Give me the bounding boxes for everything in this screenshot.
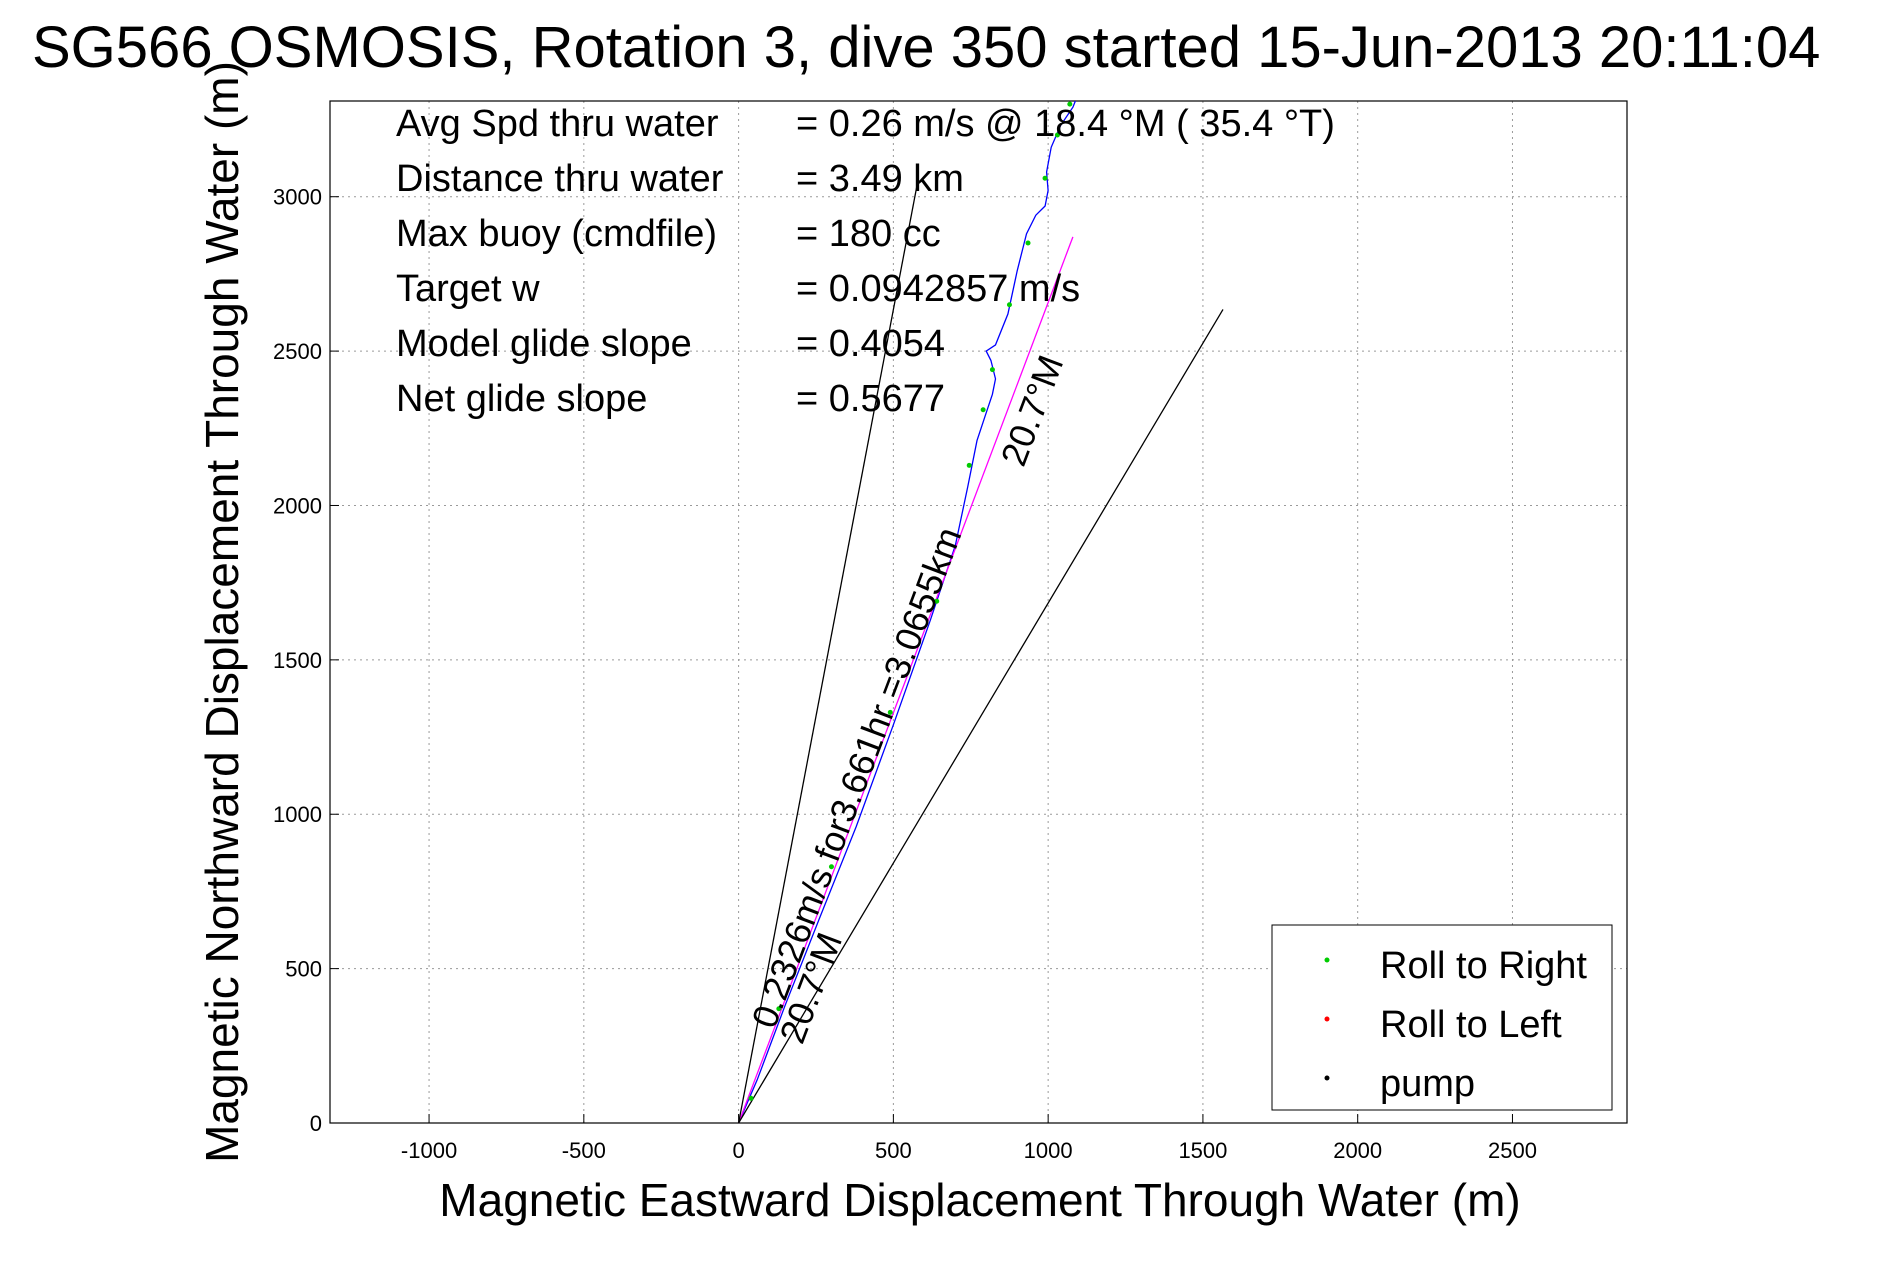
grid [330,101,1627,1124]
x-tick-label: -1000 [401,1138,457,1163]
y-tick-label: 1500 [273,648,322,673]
info-value: = 3.49 km [796,158,964,200]
legend-label: Roll to Left [1380,1004,1562,1046]
y-tick-label: 0 [310,1111,322,1136]
x-tick-label: 500 [875,1138,912,1163]
data-point-roll-to-right [934,598,940,604]
x-tick-label: 1000 [1024,1138,1073,1163]
info-label: Net glide slope [396,378,647,420]
legend: Roll to Right Roll to Left pump [1271,924,1613,1111]
data-point-roll-to-right [966,462,972,468]
series-layer [737,101,1224,1123]
x-tick-label: 2500 [1488,1138,1537,1163]
x-tick-label: 1500 [1178,1138,1227,1163]
data-point-roll-to-right [1067,101,1073,107]
y-tick-label: 500 [285,957,322,982]
x-tick-label: 0 [732,1138,744,1163]
legend-marker [1324,1075,1330,1081]
data-point-roll-to-right [1025,240,1031,246]
x-tick-label: 2000 [1333,1138,1382,1163]
data-point-roll-to-right [887,709,893,715]
data-point-roll-to-right [1042,175,1048,181]
series-line-bound-2 [737,187,918,1123]
series-line-current-1 [737,236,1074,1123]
x-tick-label: -500 [562,1138,606,1163]
info-label: Distance thru water [396,158,724,200]
info-label: Avg Spd thru water [396,103,719,145]
data-point-roll-to-right [776,1006,782,1012]
info-value: = 0.5677 [796,378,945,420]
data-point-roll-to-right [1054,132,1060,138]
x-axis-label: Magnetic Eastward Displacement Through W… [439,1174,1520,1226]
legend-label: pump [1380,1063,1475,1105]
info-label: Max buoy (cmdfile) [396,213,717,255]
info-value: = 0.4054 [796,323,945,365]
y-tick-label: 3000 [273,185,322,210]
chart-title: SG566 OSMOSIS, Rotation 3, dive 350 star… [32,15,1820,80]
info-label: Target w [396,268,540,310]
axis-ticks: -1000 -500 0 500 1000 1500 2000 2500 0 500 1000 150… [273,185,1537,1163]
info-value: = 0.26 m/s @ 18.4 °M ( 35.4 °T) [796,103,1335,145]
legend-marker [1324,1016,1330,1022]
legend-marker [1324,957,1330,963]
series-line-bound-3 [738,309,1224,1123]
info-value: = 180 cc [796,213,941,255]
info-value: = 0.0942857 m/s [796,268,1080,310]
data-point-roll-to-right [828,864,834,870]
y-tick-label: 1000 [273,802,322,827]
legend-label: Roll to Right [1380,945,1587,987]
data-point-roll-to-right [748,1095,754,1101]
data-point-roll-to-right [1006,302,1012,308]
data-point-roll-to-right [980,407,986,413]
data-point-roll-to-right [989,367,995,373]
y-tick-label: 2500 [273,339,322,364]
y-tick-label: 2000 [273,493,322,518]
y-axis-label: Magnetic Northward Displacement Through … [196,61,248,1163]
plot-area [329,100,1628,1124]
info-label: Model glide slope [396,323,692,365]
info-block: Avg Spd thru water = 0.26 m/s @ 18.4 °M (… [396,103,1335,420]
legend-items: Roll to Right Roll to Left pump [1324,945,1587,1105]
